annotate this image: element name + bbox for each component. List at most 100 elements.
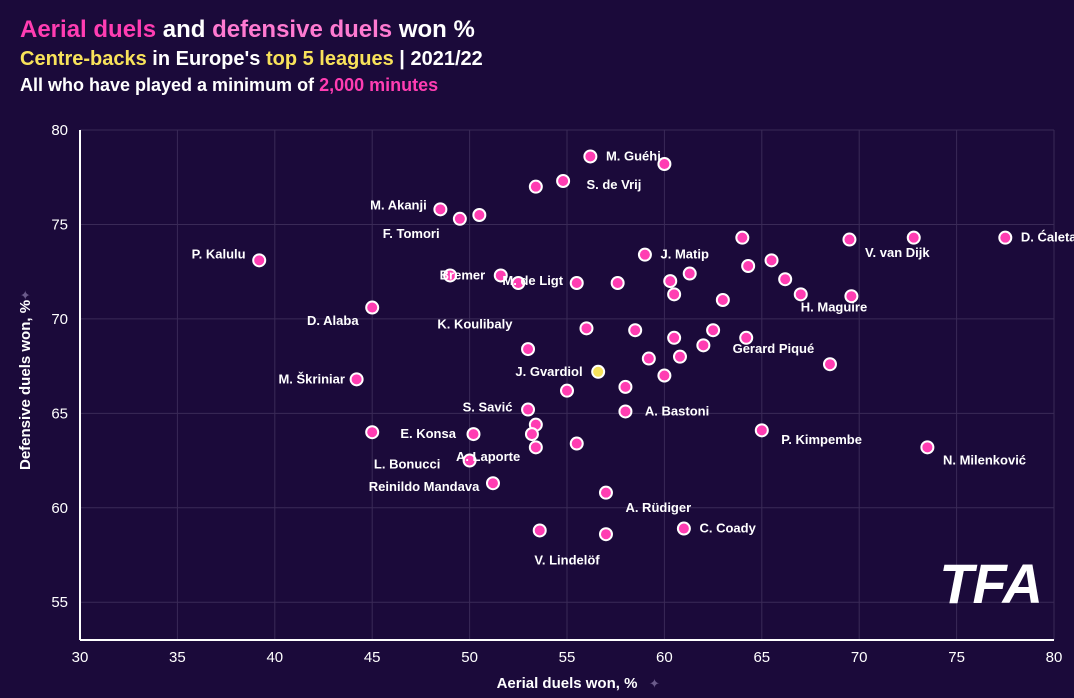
scatter-point [845, 290, 857, 302]
xtick-label: 70 [851, 649, 868, 666]
scatter-point [921, 441, 933, 453]
scatter-point [664, 275, 676, 287]
scatter-point [522, 343, 534, 355]
scatter-point [522, 404, 534, 416]
point-label: D. Alaba [307, 313, 359, 328]
point-label: M. Akanji [370, 198, 427, 213]
title-minutes-pre: All who have played a minimum of [20, 75, 319, 95]
scatter-point [668, 288, 680, 300]
ytick-label: 55 [51, 594, 68, 611]
scatter-point [612, 277, 624, 289]
scatter-point [526, 428, 538, 440]
scatter-point [684, 268, 696, 280]
title-line-1: Aerial duels and defensive duels won % [20, 14, 483, 46]
scatter-point [658, 370, 670, 382]
point-label: A. Bastoni [645, 403, 709, 418]
scatter-point [561, 385, 573, 397]
scatter-point [678, 523, 690, 535]
scatter-point [571, 438, 583, 450]
scatter-point [584, 150, 596, 162]
point-label: S. de Vrij [586, 177, 641, 192]
scatter-point [824, 358, 836, 370]
scatter-point [366, 426, 378, 438]
scatter-point [668, 332, 680, 344]
scatter-point [843, 234, 855, 246]
scatter-point [253, 254, 265, 266]
point-label: C. Coady [699, 521, 756, 536]
scatter-point [756, 424, 768, 436]
scatter-point [580, 322, 592, 334]
title-season: 2021/22 [410, 48, 482, 70]
scatter-point [619, 381, 631, 393]
point-label: N. Milenković [943, 453, 1026, 468]
scatter-point [697, 339, 709, 351]
point-label: M. de Ligt [502, 273, 563, 288]
chart-root: Aerial duels and defensive duels won % C… [0, 0, 1074, 698]
xtick-label: 30 [72, 649, 89, 666]
scatter-point [908, 232, 920, 244]
point-label: J. Matip [661, 247, 709, 262]
scatter-point [779, 273, 791, 285]
scatter-point [473, 209, 485, 221]
title-sep: | [394, 48, 411, 70]
scatter-point [351, 373, 363, 385]
scatter-point [487, 477, 499, 489]
scatter-point [629, 324, 641, 336]
point-label: D. Ćaleta-Car [1021, 230, 1074, 245]
axis-indicator-icon: ✦ [18, 289, 33, 300]
ytick-label: 65 [51, 405, 68, 422]
scatter-point [658, 158, 670, 170]
scatter-point [740, 332, 752, 344]
point-label: V. Lindelöf [534, 553, 600, 568]
point-label: F. Tomori [383, 226, 440, 241]
scatter-point [366, 302, 378, 314]
scatter-point [557, 175, 569, 187]
ytick-label: 60 [51, 500, 68, 517]
ytick-label: 70 [51, 311, 68, 328]
xtick-label: 50 [461, 649, 478, 666]
point-label: P. Kimpembe [781, 432, 862, 447]
point-label: P. Kalulu [192, 247, 246, 262]
point-label: V. van Dijk [865, 245, 930, 260]
point-label: M. Škriniar [278, 371, 344, 386]
scatter-point [600, 487, 612, 499]
title-top5: top 5 leagues [266, 48, 394, 70]
scatter-point [736, 232, 748, 244]
point-label: K. Koulibaly [437, 317, 513, 332]
xtick-label: 60 [656, 649, 673, 666]
ytick-label: 80 [51, 122, 68, 139]
scatter-point [742, 260, 754, 272]
scatter-point [766, 254, 778, 266]
scatter-point [619, 405, 631, 417]
point-label: A. Laporte [456, 449, 520, 464]
point-label: S. Savić [463, 400, 513, 415]
point-label: Reinildo Mandava [369, 479, 480, 494]
xtick-label: 75 [948, 649, 965, 666]
axis-indicator-icon: ✦ [649, 676, 660, 691]
xtick-label: 65 [753, 649, 770, 666]
scatter-point [592, 366, 604, 378]
watermark: TFA [939, 551, 1042, 616]
title-and: and [156, 16, 212, 43]
chart-titles: Aerial duels and defensive duels won % C… [20, 14, 483, 98]
point-label: Bremer [440, 267, 486, 282]
scatter-point [434, 203, 446, 215]
title-in: in Europe's [147, 48, 266, 70]
ytick-label: 75 [51, 216, 68, 233]
xtick-label: 45 [364, 649, 381, 666]
point-label: J. Gvardiol [515, 364, 582, 379]
xtick-label: 55 [559, 649, 576, 666]
scatter-point [571, 277, 583, 289]
scatter-point [530, 181, 542, 193]
scatter-point [643, 353, 655, 365]
point-label: A. Rüdiger [625, 500, 691, 515]
y-axis-label: Defensive duels won, % [17, 300, 34, 470]
title-centre-backs: Centre-backs [20, 48, 147, 70]
x-axis-label: Aerial duels won, % [497, 675, 638, 692]
scatter-point [600, 528, 612, 540]
scatter-point [467, 428, 479, 440]
scatter-chart: 3035404550556065707580556065707580Aerial… [0, 0, 1074, 698]
point-label: L. Bonucci [374, 456, 440, 471]
title-won: won % [392, 16, 475, 43]
point-label: E. Konsa [400, 426, 456, 441]
